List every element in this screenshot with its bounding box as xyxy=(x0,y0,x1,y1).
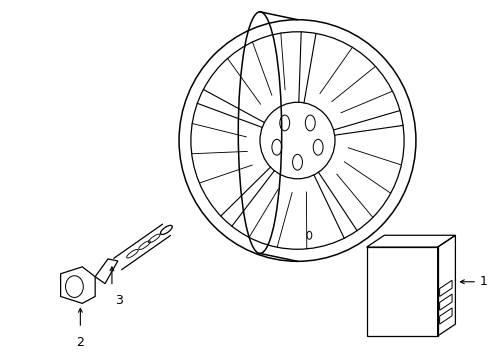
Text: 1: 1 xyxy=(479,275,487,288)
Text: 3: 3 xyxy=(115,294,122,307)
Text: 2: 2 xyxy=(76,336,84,349)
